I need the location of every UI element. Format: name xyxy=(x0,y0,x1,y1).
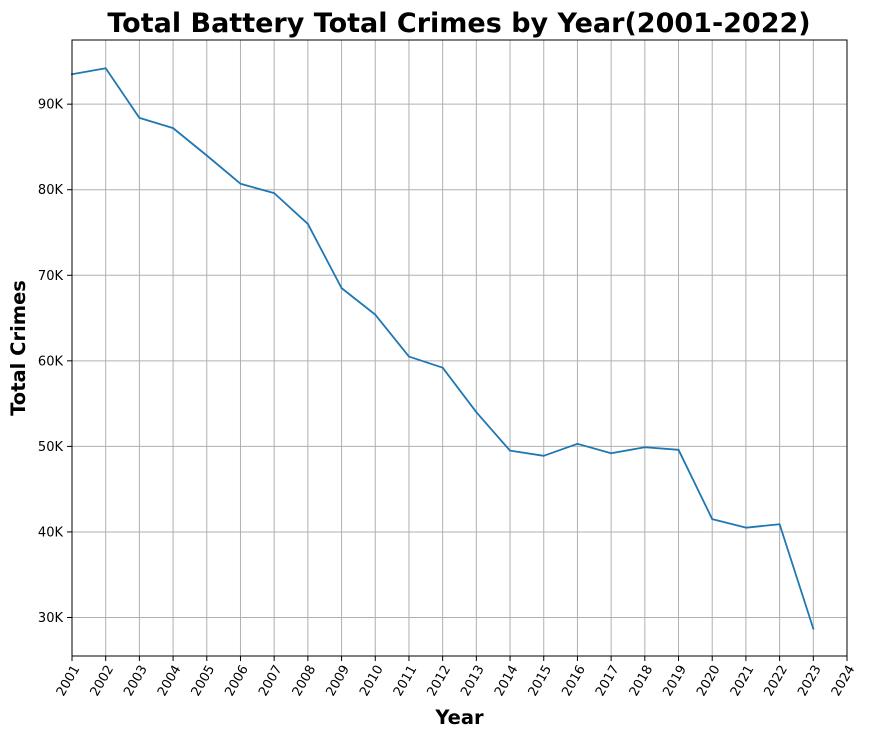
data-point xyxy=(306,223,309,225)
x-tick-label: 2022 xyxy=(761,663,791,699)
x-tick-label: 2018 xyxy=(627,663,657,699)
data-point xyxy=(812,627,815,630)
y-tick-label: 90K xyxy=(38,98,64,113)
x-tick-label: 2013 xyxy=(458,663,488,699)
y-tick-label: 40K xyxy=(38,525,64,540)
x-tick-label: 2005 xyxy=(189,663,219,699)
x-tick-label: 2024 xyxy=(829,663,859,699)
chart-title: Total Battery Total Crimes by Year(2001-… xyxy=(107,8,810,39)
y-tick-label: 80K xyxy=(38,183,64,198)
plot-frame xyxy=(71,39,848,657)
ticks: 2001 2002 2003 2004 2005 2006 2007 2008 2009 2010… xyxy=(38,98,858,699)
data-point xyxy=(677,448,680,451)
data-point xyxy=(205,154,208,157)
x-tick-label: 2010 xyxy=(357,663,387,699)
x-tick-label: 2006 xyxy=(222,663,252,699)
x-tick-label: 2009 xyxy=(323,663,353,699)
data-point xyxy=(542,454,545,457)
x-tick-label: 2021 xyxy=(728,663,758,699)
y-tick-label: 50K xyxy=(38,440,64,455)
x-tick-label: 2023 xyxy=(795,663,825,699)
data-point xyxy=(778,523,781,526)
data-point xyxy=(273,192,276,195)
data-point xyxy=(104,67,107,70)
x-tick-label: 2020 xyxy=(694,663,724,699)
x-tick-label: 2012 xyxy=(425,663,455,699)
data-point xyxy=(475,411,478,414)
x-tick-label: 2011 xyxy=(391,663,421,699)
grid xyxy=(71,40,848,656)
data-point xyxy=(441,366,444,369)
series-layer xyxy=(70,67,815,630)
x-tick-label: 2008 xyxy=(290,663,320,699)
x-tick-label: 2001 xyxy=(54,663,84,699)
x-tick-label: 2003 xyxy=(121,663,151,699)
x-tick-label: 2016 xyxy=(559,663,589,699)
data-point xyxy=(172,127,174,130)
data-point xyxy=(408,355,410,358)
x-tick-label: 2014 xyxy=(492,663,522,699)
y-tick-label: 60K xyxy=(38,354,64,369)
data-point xyxy=(340,287,343,290)
x-tick-label: 2017 xyxy=(593,663,623,699)
x-tick-label: 2015 xyxy=(526,663,556,699)
y-tick-label: 30K xyxy=(38,611,64,626)
y-tick-label: 70K xyxy=(38,269,64,284)
data-point xyxy=(239,182,242,185)
data-point xyxy=(745,526,747,529)
data-point xyxy=(576,442,579,445)
x-tick-label: 2002 xyxy=(88,663,118,699)
x-tick-label: 2019 xyxy=(660,663,690,699)
data-point xyxy=(711,518,714,521)
x-axis-label: Year xyxy=(434,706,484,729)
data-point xyxy=(610,452,613,455)
x-tick-label: 2004 xyxy=(155,663,185,699)
y-axis-label: Total Crimes xyxy=(7,280,30,416)
data-point xyxy=(643,446,646,449)
data-point xyxy=(374,313,377,316)
data-point xyxy=(509,449,511,452)
data-point xyxy=(138,116,141,119)
x-tick-label: 2007 xyxy=(256,663,286,699)
